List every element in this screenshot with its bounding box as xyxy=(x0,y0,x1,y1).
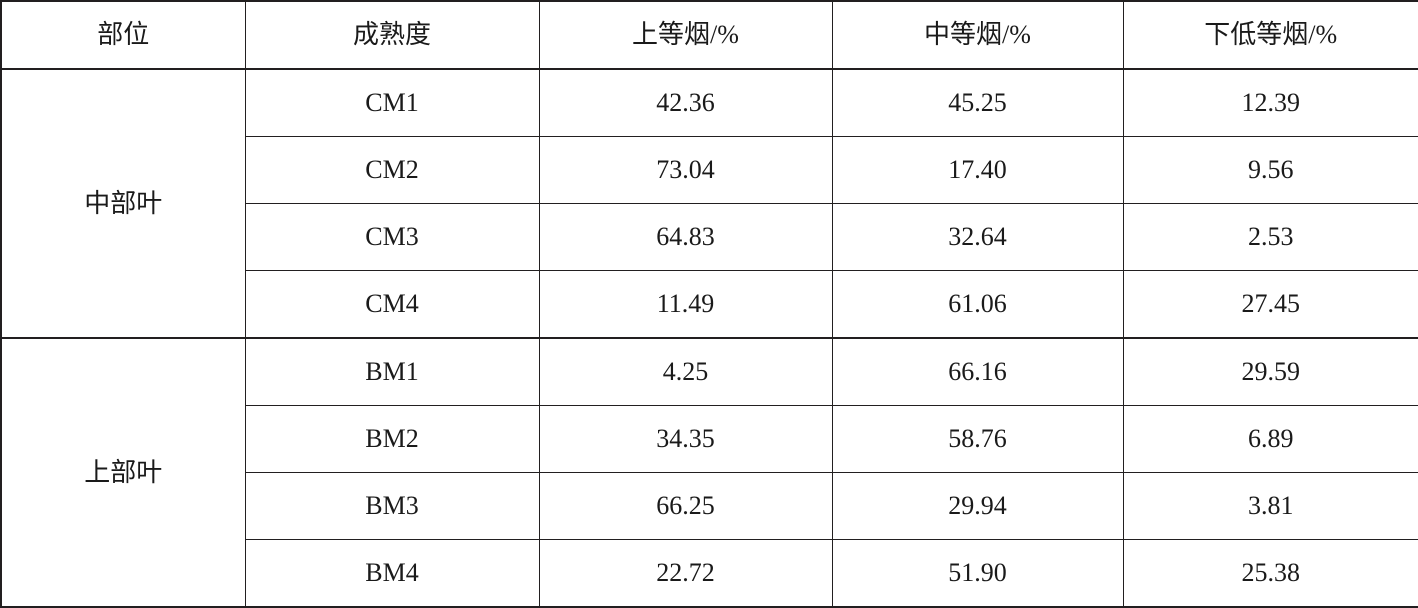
cell-lower: 3.81 xyxy=(1122,472,1418,540)
table-row: CM2 73.04 17.40 9.56 xyxy=(1,136,1418,204)
cell-lower: 27.45 xyxy=(1122,270,1418,339)
cell-lower: 25.38 xyxy=(1122,539,1418,608)
cell-upper: 66.25 xyxy=(538,472,833,540)
cell-lower: 2.53 xyxy=(1122,203,1418,271)
cell-upper: 42.36 xyxy=(538,68,833,137)
cell-maturity: BM3 xyxy=(244,472,540,540)
cell-middle: 61.06 xyxy=(831,270,1124,339)
cell-maturity: CM3 xyxy=(244,203,540,271)
table-row: 上部叶 BM1 4.25 66.16 29.59 xyxy=(0,337,1418,608)
cell-upper: 34.35 xyxy=(538,405,833,473)
table-row: 中部叶 CM1 42.36 45.25 12.39 xyxy=(0,68,1418,339)
cell-lower: 29.59 xyxy=(1122,337,1418,406)
cell-lower: 6.89 xyxy=(1122,405,1418,473)
table-row: CM3 64.83 32.64 2.53 xyxy=(1,203,1418,271)
table-body: 中部叶 CM1 42.36 45.25 12.39 CM2 73.04 17.4… xyxy=(0,68,1418,608)
cell-middle: 51.90 xyxy=(831,539,1124,608)
column-header-upper: 上等烟/% xyxy=(538,0,833,70)
table-row: BM2 34.35 58.76 6.89 xyxy=(1,405,1418,473)
cell-upper: 64.83 xyxy=(538,203,833,271)
cell-maturity: BM4 xyxy=(244,539,540,608)
cell-upper: 22.72 xyxy=(538,539,833,608)
cell-middle: 17.40 xyxy=(831,136,1124,204)
cell-maturity: CM2 xyxy=(244,136,540,204)
cell-middle: 66.16 xyxy=(831,337,1124,406)
cell-middle: 29.94 xyxy=(831,472,1124,540)
part-label-group-1: 中部叶 xyxy=(0,68,246,339)
column-header-middle: 中等烟/% xyxy=(831,0,1124,70)
column-header-maturity: 成熟度 xyxy=(244,0,540,70)
cell-upper: 11.49 xyxy=(538,270,833,339)
cell-middle: 32.64 xyxy=(831,203,1124,271)
part-label-group-2: 上部叶 xyxy=(0,337,246,608)
cell-upper: 4.25 xyxy=(538,337,833,406)
cell-middle: 58.76 xyxy=(831,405,1124,473)
table-row: BM3 66.25 29.94 3.81 xyxy=(1,472,1418,540)
cell-middle: 45.25 xyxy=(831,68,1124,137)
table-header-row: 部位 成熟度 上等烟/% 中等烟/% 下低等烟/% xyxy=(0,0,1418,70)
cell-maturity: BM1 xyxy=(244,337,540,406)
cell-maturity: CM4 xyxy=(244,270,540,339)
cell-lower: 9.56 xyxy=(1122,136,1418,204)
column-header-part: 部位 xyxy=(0,0,246,70)
cell-maturity: CM1 xyxy=(244,68,540,137)
cell-lower: 12.39 xyxy=(1122,68,1418,137)
cell-upper: 73.04 xyxy=(538,136,833,204)
table-row: CM4 11.49 61.06 27.45 xyxy=(1,270,1418,339)
cell-maturity: BM2 xyxy=(244,405,540,473)
column-header-lower: 下低等烟/% xyxy=(1122,0,1418,70)
